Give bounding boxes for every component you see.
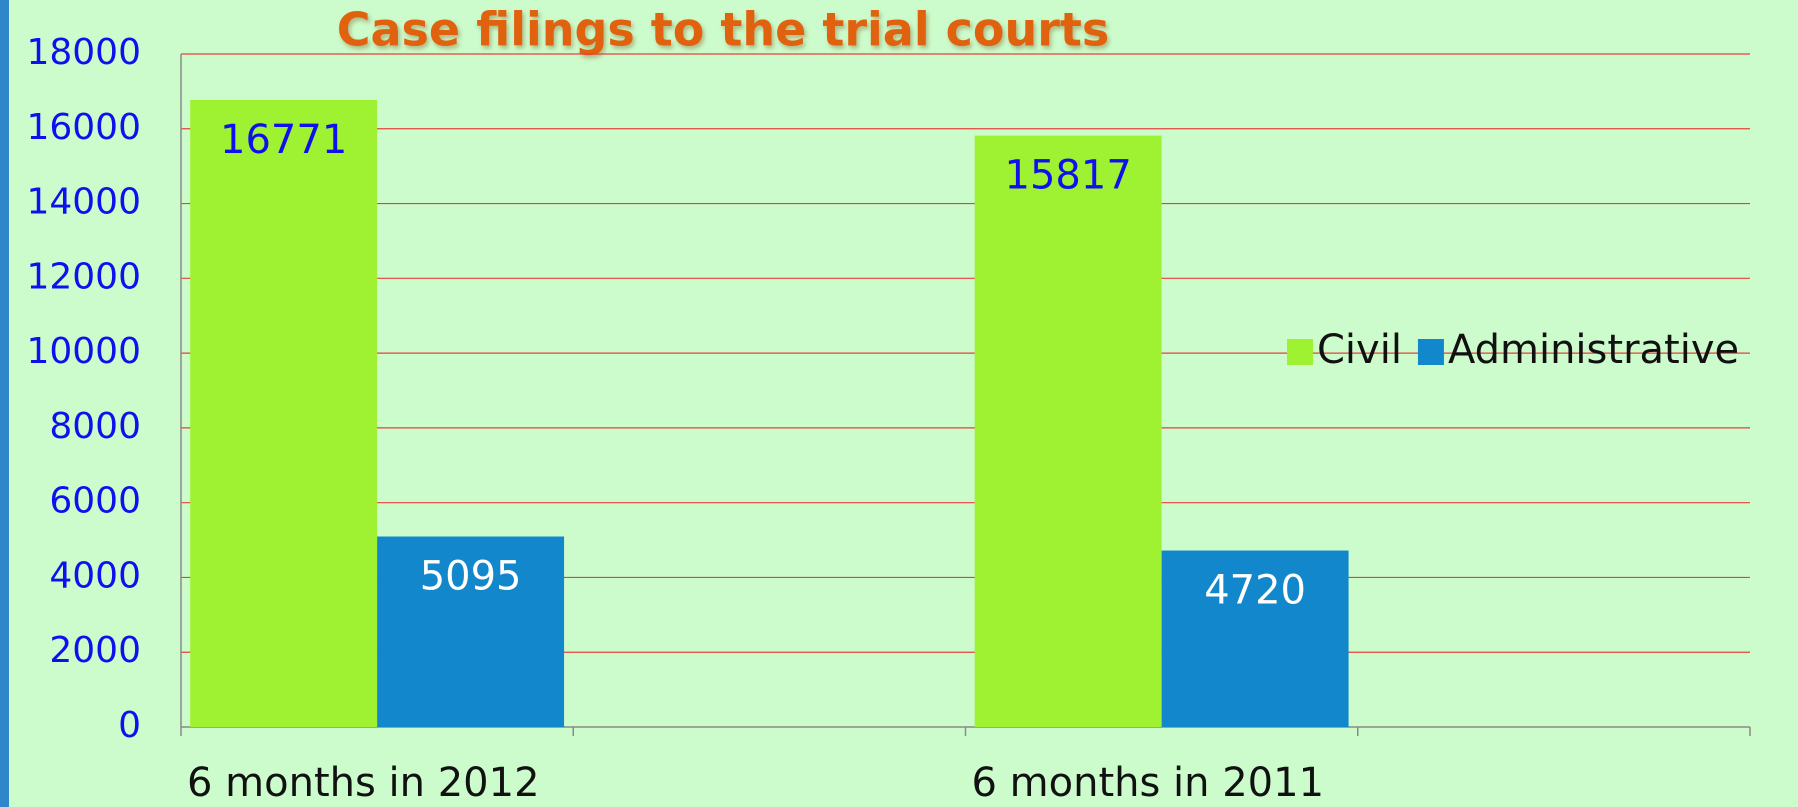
- y-tick-label: 12000: [26, 256, 141, 297]
- y-tick-label: 4000: [49, 555, 141, 596]
- y-tick-label: 6000: [49, 481, 141, 522]
- bar: [1161, 550, 1349, 727]
- data-label: 16771: [220, 117, 347, 163]
- data-label: 15817: [1005, 153, 1132, 199]
- bar: [974, 135, 1162, 728]
- y-tick-label: 0: [118, 705, 141, 746]
- legend-label: Administrative: [1448, 327, 1739, 373]
- y-tick-label: 10000: [26, 331, 141, 372]
- legend-swatch: [1287, 339, 1313, 365]
- data-label: 4720: [1204, 568, 1306, 614]
- side-strip: [0, 0, 9, 807]
- x-tick-label: 6 months in 2012: [187, 760, 540, 806]
- y-tick-label: 8000: [49, 406, 141, 447]
- bar: [377, 536, 565, 727]
- y-tick-label: 2000: [49, 630, 141, 671]
- y-tick-label: 14000: [26, 182, 141, 223]
- y-tick-label: 16000: [26, 107, 141, 148]
- data-label: 5095: [420, 554, 522, 600]
- legend-swatch: [1417, 339, 1444, 365]
- x-tick-label: 6 months in 2011: [972, 760, 1325, 806]
- y-tick-label: 18000: [26, 32, 141, 73]
- chart-title: Case filings to the trial courts: [337, 3, 1110, 57]
- bar: [190, 99, 378, 728]
- legend-label: Civil: [1317, 327, 1402, 373]
